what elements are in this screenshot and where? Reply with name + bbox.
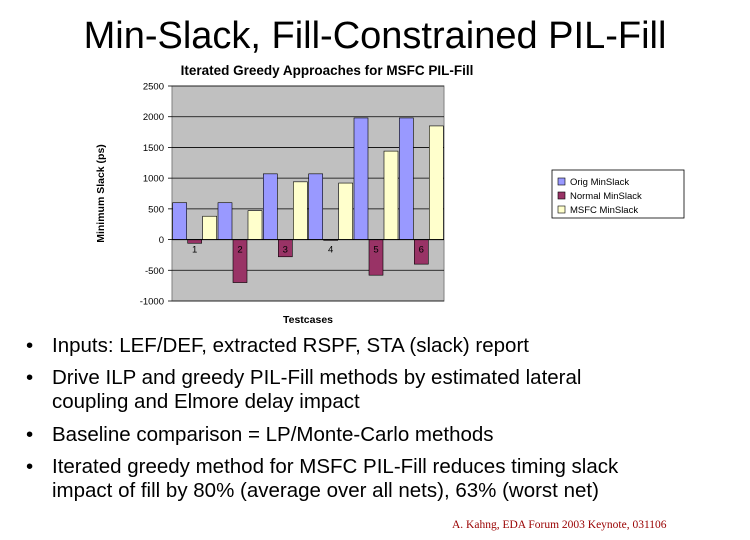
bullet-text: coupling and Elmore delay impact (52, 390, 360, 414)
bar-orig-minslack (308, 173, 323, 240)
bar-orig-minslack (353, 117, 369, 240)
x-tick-label: 2 (237, 245, 242, 256)
y-tick-label: 2500 (143, 82, 164, 93)
bullet-item: • Drive ILP and greedy PIL-Fill methods b… (26, 366, 736, 414)
bullet-dot: • (26, 455, 34, 479)
chart: Iterated Greedy Approaches for MSFC PIL-… (92, 58, 692, 330)
y-tick-label: 2000 (143, 112, 164, 123)
plot-area (171, 85, 445, 302)
y-tick-label: 500 (148, 204, 164, 215)
bar-orig-minslack (217, 202, 233, 240)
legend-label: Normal MinSlack (570, 191, 642, 202)
bar-msfc-minslack (383, 150, 399, 240)
bullet-text: impact of fill by 80% (average over all … (52, 479, 599, 503)
y-tick-label: 1500 (143, 143, 164, 154)
x-tick-label: 3 (283, 245, 288, 256)
bar-msfc-minslack (293, 181, 308, 240)
bullet-text: Iterated greedy method for MSFC PIL-Fill… (52, 455, 619, 479)
x-axis-label: Testcases (283, 314, 333, 326)
bullet-dot: • (26, 334, 34, 357)
bullet-dot: • (26, 366, 34, 390)
bar-msfc-minslack (429, 125, 444, 240)
bullet-item: • Iterated greedy method for MSFC PIL-Fil… (26, 455, 736, 503)
slide-title: Min-Slack, Fill-Constrained PIL-Fill (83, 15, 667, 57)
y-tick-label: -500 (145, 266, 164, 277)
legend-label: Orig MinSlack (570, 177, 629, 188)
bullet-text: Inputs: LEF/DEF, extracted RSPF, STA (sl… (52, 334, 529, 357)
footer-credit: A. Kahng, EDA Forum 2003 Keynote, 031106 (452, 519, 667, 531)
bar-msfc-minslack (247, 210, 263, 240)
chart-title: Iterated Greedy Approaches for MSFC PIL-… (181, 63, 474, 78)
x-tick-label: 6 (419, 245, 424, 256)
legend-box (551, 169, 685, 219)
bullet-item: • Inputs: LEF/DEF, extracted RSPF, STA (s… (26, 334, 736, 358)
bar-orig-minslack (172, 202, 187, 240)
legend-label: MSFC MinSlack (570, 205, 638, 216)
x-tick-label: 1 (192, 245, 197, 256)
y-axis-label: Minimum Slack (ps) (95, 144, 107, 243)
y-tick-label: 0 (159, 235, 164, 246)
bar-normal-minslack (187, 239, 202, 244)
x-tick-label: 4 (328, 245, 333, 256)
bullet-dot: • (26, 422, 34, 446)
bullet-item: • Baseline comparison = LP/Monte-Carlo me… (26, 423, 736, 447)
bullet-list: • Inputs: LEF/DEF, extracted RSPF, STA (s… (26, 334, 736, 512)
legend-swatch (557, 191, 566, 200)
bar-chart: Iterated Greedy Approaches for MSFC PIL-… (95, 63, 685, 326)
bar-orig-minslack (263, 173, 278, 240)
bar-orig-minslack (399, 117, 414, 240)
legend-swatch (557, 177, 566, 186)
y-tick-label: 1000 (143, 174, 164, 185)
bullet-text: Baseline comparison = LP/Monte-Carlo met… (52, 422, 494, 446)
legend-swatch (557, 205, 566, 214)
y-tick-label: -1000 (140, 297, 164, 308)
bar-msfc-minslack (202, 215, 217, 240)
bullet-text: Drive ILP and greedy PIL-Fill methods by… (52, 366, 582, 390)
x-tick-label: 5 (373, 245, 378, 256)
bar-msfc-minslack (338, 182, 353, 240)
